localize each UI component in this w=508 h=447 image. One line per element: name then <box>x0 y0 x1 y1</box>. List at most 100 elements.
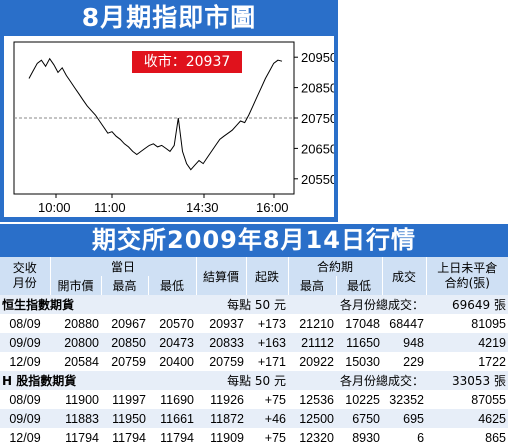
cell-open: 20584 <box>50 352 101 371</box>
cell-low: 20473 <box>148 333 196 352</box>
cell-settle: 11872 <box>196 409 246 428</box>
cell-month: 12/09 <box>0 428 50 447</box>
table-row: 08/09 11900 11997 11690 11926 +75 12536 10225 32… <box>0 390 508 409</box>
table-row: 09/09 20800 20850 20473 20833 +163 21112 11650 9… <box>0 333 508 352</box>
section-name: 恒生指數期貨 <box>0 295 148 314</box>
cell-open-interest: 4219 <box>426 333 508 352</box>
cell-change: +163 <box>246 333 288 352</box>
x-tick-label: 16:00 <box>256 200 289 215</box>
header-settle: 結算價 <box>195 257 246 295</box>
cell-change: +173 <box>246 314 288 333</box>
section-total: 69649 張 <box>426 295 508 314</box>
cell-open-interest: 81095 <box>426 314 508 333</box>
header-volume: 成交 <box>381 257 427 295</box>
cell-settle: 11926 <box>196 390 246 409</box>
cell-low: 11661 <box>148 409 196 428</box>
chart-title: 8月期指即市圖 <box>81 3 257 32</box>
cell-open-interest: 1722 <box>426 352 508 371</box>
cell-change: +46 <box>246 409 288 428</box>
cell-contract-high: 21210 <box>288 314 336 333</box>
header-month: 交收 月份 <box>0 257 50 295</box>
cell-volume: 695 <box>382 409 427 428</box>
cell-high: 20759 <box>101 352 148 371</box>
price-series-line <box>28 57 283 171</box>
cell-open-interest: 4625 <box>426 409 508 428</box>
cell-month: 09/09 <box>0 333 50 352</box>
header-high: 最高 <box>100 276 148 295</box>
cell-month: 12/09 <box>0 352 50 371</box>
cell-open: 11883 <box>50 409 101 428</box>
cell-change: +171 <box>246 352 288 371</box>
table-title: 期交所2009年8月14日行情 <box>0 224 508 257</box>
header-contract-group: 合約期 <box>287 257 383 276</box>
section-row: 恒生指數期貨 每點 50 元各月份總成交： 69649 張 <box>0 295 508 314</box>
chart-area: 20950 20850 20750 20650 20550 10:00 11:00 14:30… <box>4 36 334 217</box>
y-tick-label: 20850 <box>301 81 334 96</box>
cell-open-interest: 87055 <box>426 390 508 409</box>
cell-volume: 6 <box>382 428 427 447</box>
cell-change: +75 <box>246 390 288 409</box>
cell-contract-high: 12500 <box>288 409 336 428</box>
intraday-line-chart: 20950 20850 20750 20650 20550 10:00 11:00 14:30… <box>13 41 334 215</box>
cell-high: 20850 <box>101 333 148 352</box>
cell-low: 11690 <box>148 390 196 409</box>
cell-contract-low: 10225 <box>336 390 383 409</box>
cell-high: 11997 <box>101 390 148 409</box>
cell-contract-high: 20922 <box>288 352 336 371</box>
cell-contract-high: 12536 <box>288 390 336 409</box>
header-low: 最低 <box>147 276 196 295</box>
cell-contract-high: 12320 <box>288 428 336 447</box>
header-change: 起跌 <box>245 257 288 295</box>
cell-volume: 68447 <box>382 314 427 333</box>
cell-high: 11950 <box>101 409 148 428</box>
header-contract-low: 最低 <box>335 276 383 295</box>
header-row-2: 開市價 最高 最低 最高 最低 <box>0 276 508 295</box>
cell-contract-low: 8930 <box>336 428 383 447</box>
section-per-point: 每點 50 元 <box>148 295 288 314</box>
cell-volume: 229 <box>382 352 427 371</box>
cell-open: 20880 <box>50 314 101 333</box>
section-total-label: 各月份總成交： <box>288 371 427 390</box>
futures-table: 交收 月份 當日 結算價 起跌 合約期 成交 上日未平倉 合約(張) 開市價 最… <box>0 257 508 447</box>
cell-change: +75 <box>246 428 288 447</box>
section-total-label: 各月份總成交： <box>288 295 427 314</box>
header-open: 開市價 <box>49 276 101 295</box>
y-tick-label: 20750 <box>301 111 334 126</box>
y-tick-label: 20650 <box>301 141 334 156</box>
cell-contract-low: 17048 <box>336 314 383 333</box>
cell-month: 08/09 <box>0 390 50 409</box>
header-row-1: 交收 月份 當日 結算價 起跌 合約期 成交 上日未平倉 合約(張) <box>0 257 508 295</box>
table-row: 12/09 11794 11794 11794 11909 +75 12320 8930 6 86… <box>0 428 508 447</box>
cell-contract-high: 21112 <box>288 333 336 352</box>
header-open-interest: 上日未平倉 合約(張) <box>425 257 508 295</box>
section-per-point: 每點 50 元 <box>148 371 288 390</box>
cell-low: 20570 <box>148 314 196 333</box>
cell-open: 11900 <box>50 390 101 409</box>
header-contract-high: 最高 <box>287 276 336 295</box>
cell-open: 20800 <box>50 333 101 352</box>
cell-settle: 11909 <box>196 428 246 447</box>
cell-open: 11794 <box>50 428 101 447</box>
x-tick-label: 11:00 <box>94 200 126 215</box>
cell-contract-low: 11650 <box>336 333 383 352</box>
table-row: 08/09 20880 20967 20570 20937 +173 21210 17048 6… <box>0 314 508 333</box>
cell-volume: 948 <box>382 333 427 352</box>
close-price-badge: 收市：20937 <box>132 51 242 73</box>
intraday-chart-panel: 8月期指即市圖 20950 20850 20750 20650 20550 10:00 11… <box>0 0 338 222</box>
x-tick-label: 10:00 <box>38 200 71 215</box>
x-tick-label: 14:30 <box>186 200 219 215</box>
cell-high: 11794 <box>101 428 148 447</box>
table-row: 09/09 11883 11950 11661 11872 +46 12500 6750 695… <box>0 409 508 428</box>
table-row: 12/09 20584 20759 20400 20759 +171 20922 15030 2… <box>0 352 508 371</box>
cell-contract-low: 15030 <box>336 352 383 371</box>
cell-settle: 20759 <box>196 352 246 371</box>
y-tick-label: 20550 <box>301 172 334 187</box>
cell-open-interest: 865 <box>426 428 508 447</box>
cell-settle: 20937 <box>196 314 246 333</box>
cell-volume: 32352 <box>382 390 427 409</box>
header-day-group: 當日 <box>49 257 196 276</box>
section-row: H 股指數期貨 每點 50 元各月份總成交： 33053 張 <box>0 371 508 390</box>
cell-settle: 20833 <box>196 333 246 352</box>
cell-high: 20967 <box>101 314 148 333</box>
section-total: 33053 張 <box>426 371 508 390</box>
